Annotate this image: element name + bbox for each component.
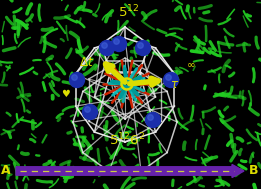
Circle shape [69,73,85,88]
Circle shape [148,115,153,120]
Circle shape [166,75,171,80]
Circle shape [85,107,90,112]
Circle shape [99,40,115,56]
Text: $\Delta t$: $\Delta t$ [80,56,94,68]
Text: $\infty$: $\infty$ [186,59,196,69]
Text: A: A [1,164,11,177]
Circle shape [114,39,119,44]
Circle shape [135,40,151,56]
FancyArrow shape [16,164,244,177]
Circle shape [138,43,143,48]
Circle shape [145,112,161,128]
Circle shape [102,43,107,48]
Circle shape [111,36,127,51]
Circle shape [163,73,179,88]
Circle shape [82,105,98,119]
Text: B: B [249,164,259,177]
Text: $5^{12}$: $5^{12}$ [118,4,140,20]
Text: ♥: ♥ [61,89,69,99]
Circle shape [72,75,77,80]
Text: $\tau$: $\tau$ [170,77,180,91]
Text: $5^{12}6^{2}$: $5^{12}6^{2}$ [109,132,145,148]
